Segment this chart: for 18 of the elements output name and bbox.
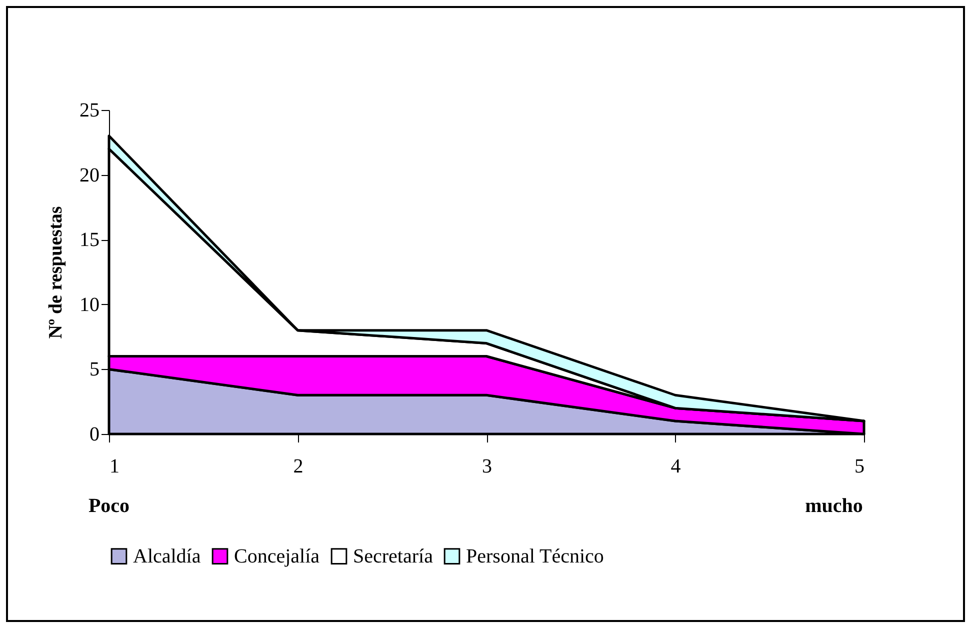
text: mucho: [805, 495, 863, 517]
legend-label: Personal Técnico: [466, 545, 604, 568]
x-tick-label: 3: [482, 456, 492, 478]
x-tick-label: 4: [670, 456, 681, 478]
x-tick-label: 1: [110, 456, 120, 478]
legend-label: Alcaldía: [133, 545, 201, 568]
legend-label: Concejalía: [234, 545, 320, 568]
legend-label: Secretaría: [353, 545, 434, 568]
y-tick-label: 25: [80, 100, 100, 122]
y-tick-label: 5: [90, 358, 100, 381]
y-tick-label: 0: [90, 424, 100, 446]
y-axis-title: Nº de respuestas: [46, 206, 66, 339]
y-tick-label: 10: [80, 294, 100, 316]
x-tick-label: 5: [854, 456, 864, 478]
y-tick-label: 20: [80, 164, 100, 186]
text: Poco: [88, 495, 130, 517]
x-tick-label: 2: [293, 456, 304, 478]
y-tick-label: 15: [80, 229, 100, 252]
